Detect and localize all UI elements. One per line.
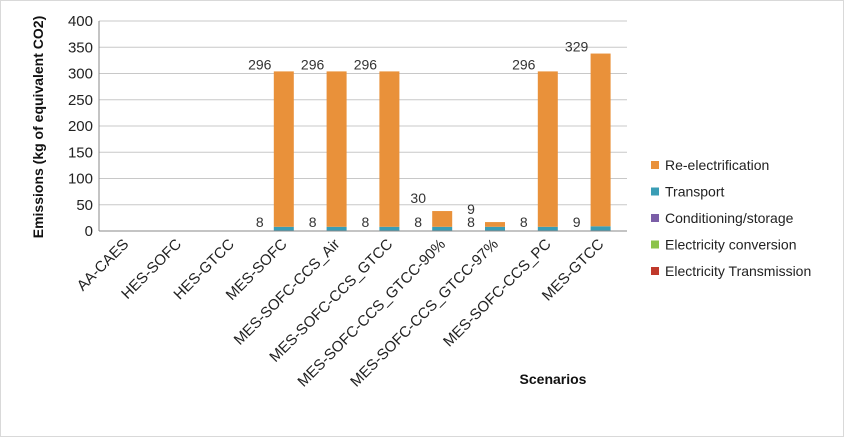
legend-swatch (651, 240, 659, 249)
legend-label: Conditioning/storage (665, 210, 794, 226)
legend-label: Transport (665, 184, 725, 200)
bar-re-electrification (326, 71, 347, 227)
data-label-re-electrification: 329 (565, 39, 589, 55)
legend-label: Electricity conversion (665, 237, 797, 253)
bar-re-electrification (379, 71, 400, 227)
bars (273, 53, 611, 231)
data-label-re-electrification: 296 (301, 56, 325, 72)
bar-transport (590, 226, 611, 231)
data-label-transport: 8 (309, 214, 317, 230)
y-tick-label: 350 (68, 39, 93, 56)
bar-transport (379, 226, 400, 231)
bar-re-electrification (432, 211, 453, 227)
bar-transport (326, 226, 347, 231)
data-label-re-electrification: 9 (467, 201, 475, 217)
data-label-transport: 8 (256, 214, 264, 230)
x-axis-ticks: AA-CAESHES-SOFCHES-GTCCMES-SOFCMES-SOFC-… (74, 236, 608, 391)
y-tick-label: 150 (68, 144, 93, 161)
y-tick-label: 50 (76, 197, 93, 214)
y-tick-label: 200 (68, 118, 93, 135)
legend-swatch (651, 161, 659, 169)
bar-transport (273, 226, 294, 231)
legend-swatch (651, 267, 659, 275)
legend-label: Electricity Transmission (665, 263, 811, 279)
data-label-transport: 9 (573, 214, 581, 230)
y-tick-label: 300 (68, 66, 93, 83)
legend: Re-electrification Transport Conditioning/… (651, 157, 811, 279)
bar-transport (485, 226, 505, 231)
legend-swatch (651, 214, 659, 222)
bar-re-electrification (537, 71, 558, 227)
bar-re-electrification (485, 222, 505, 227)
y-tick-label: 400 (68, 13, 93, 30)
data-label-transport: 8 (467, 214, 475, 230)
y-tick-label: 0 (85, 223, 93, 240)
bar-transport (537, 226, 558, 231)
data-label-re-electrification: 296 (248, 56, 272, 72)
y-tick-label: 100 (68, 171, 93, 188)
data-label-re-electrification: 30 (410, 190, 426, 206)
bar-re-electrification (273, 71, 294, 227)
bar-re-electrification (590, 53, 611, 227)
legend-label: Re-electrification (665, 157, 769, 173)
y-tick-label: 250 (68, 92, 93, 109)
y-axis-ticks: 0 50 100 150 200 250 300 350 400 (68, 13, 93, 240)
data-label-transport: 8 (414, 214, 422, 230)
gridlines (99, 20, 627, 232)
data-label-transport: 8 (520, 214, 528, 230)
bar-transport (432, 226, 453, 231)
y-axis-title: Emissions (kg of equivalent CO2) (30, 16, 46, 239)
data-label-transport: 8 (362, 214, 370, 230)
x-tick-label: MES-SOFC-CCS_PC (440, 236, 555, 351)
x-axis-title: Scenarios (520, 371, 587, 387)
legend-swatch (651, 187, 659, 196)
data-label-re-electrification: 296 (512, 56, 536, 72)
data-label-re-electrification: 296 (354, 56, 378, 72)
